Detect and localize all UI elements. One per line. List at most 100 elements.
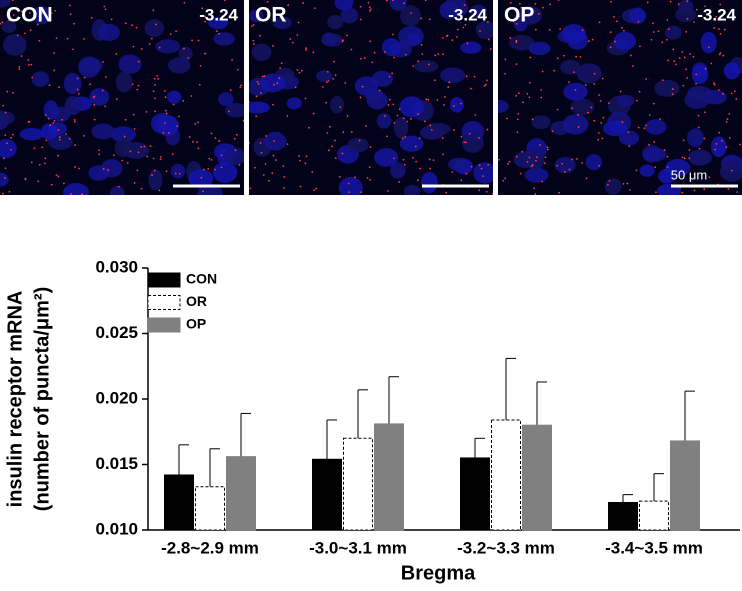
puncta [287, 4, 290, 7]
puncta [515, 63, 518, 66]
puncta [45, 139, 48, 142]
puncta [299, 159, 301, 162]
puncta [369, 8, 372, 11]
puncta [373, 51, 376, 54]
puncta [197, 39, 200, 42]
puncta [4, 167, 7, 170]
puncta [23, 7, 26, 10]
legend-label: CON [186, 271, 217, 287]
puncta [165, 170, 168, 172]
puncta [183, 1, 186, 4]
puncta [519, 172, 522, 175]
nucleus [32, 5, 51, 25]
puncta [28, 12, 31, 14]
puncta [528, 96, 531, 99]
puncta [469, 87, 472, 90]
puncta [703, 111, 706, 114]
puncta [359, 18, 362, 21]
puncta [301, 69, 303, 72]
nucleus [684, 90, 710, 110]
puncta [83, 76, 86, 79]
nucleus [340, 7, 359, 24]
puncta [298, 71, 301, 74]
puncta [584, 84, 587, 86]
puncta [693, 189, 696, 192]
puncta [70, 193, 72, 195]
puncta [713, 83, 716, 86]
puncta [403, 163, 406, 166]
nucleus [88, 165, 110, 181]
puncta [117, 185, 120, 188]
puncta [283, 176, 286, 178]
puncta [369, 10, 371, 12]
puncta [666, 38, 668, 41]
puncta [733, 90, 736, 93]
puncta [57, 129, 60, 131]
puncta [462, 26, 465, 29]
puncta [2, 104, 5, 107]
puncta [228, 110, 230, 113]
nucleus [524, 167, 549, 183]
puncta [16, 34, 19, 37]
puncta [257, 83, 260, 85]
puncta [563, 170, 566, 173]
puncta [6, 90, 9, 93]
puncta [637, 20, 640, 23]
puncta [104, 76, 107, 78]
puncta [305, 47, 308, 50]
puncta [447, 86, 450, 88]
puncta [360, 57, 362, 60]
puncta [162, 132, 165, 134]
puncta [718, 131, 721, 134]
puncta [260, 92, 262, 94]
puncta [37, 180, 40, 183]
puncta [703, 137, 706, 140]
nucleus [469, 4, 487, 19]
puncta [311, 170, 314, 173]
nucleus [686, 128, 704, 148]
puncta [415, 160, 418, 163]
puncta [695, 73, 698, 76]
puncta [486, 79, 488, 82]
puncta [249, 187, 252, 190]
puncta [403, 2, 405, 5]
puncta [131, 24, 133, 26]
puncta [103, 5, 106, 8]
puncta [58, 86, 60, 88]
x-tick-label: -3.2~3.3 mm [457, 538, 555, 557]
puncta [722, 54, 725, 57]
nucleus [654, 79, 680, 97]
nucleus [604, 178, 622, 195]
puncta [371, 61, 374, 64]
puncta [486, 21, 489, 23]
puncta [534, 3, 537, 5]
puncta [235, 133, 238, 136]
puncta [623, 29, 625, 32]
puncta [427, 98, 430, 101]
puncta [369, 178, 371, 181]
bar [639, 500, 669, 531]
puncta [396, 114, 399, 117]
puncta [451, 171, 454, 173]
bar [670, 440, 700, 531]
puncta [728, 113, 731, 115]
puncta [76, 88, 79, 91]
puncta [424, 120, 426, 123]
puncta [239, 86, 242, 89]
puncta [393, 157, 395, 160]
nucleus [665, 25, 682, 40]
puncta [98, 153, 101, 156]
puncta [220, 154, 223, 157]
puncta [671, 93, 674, 95]
puncta [214, 168, 216, 171]
puncta [322, 85, 324, 88]
puncta [442, 53, 444, 56]
puncta [608, 179, 611, 182]
puncta [325, 81, 328, 84]
puncta [681, 191, 684, 194]
nucleus [639, 164, 655, 177]
puncta [515, 155, 518, 158]
puncta [0, 22, 2, 25]
puncta [178, 172, 181, 175]
